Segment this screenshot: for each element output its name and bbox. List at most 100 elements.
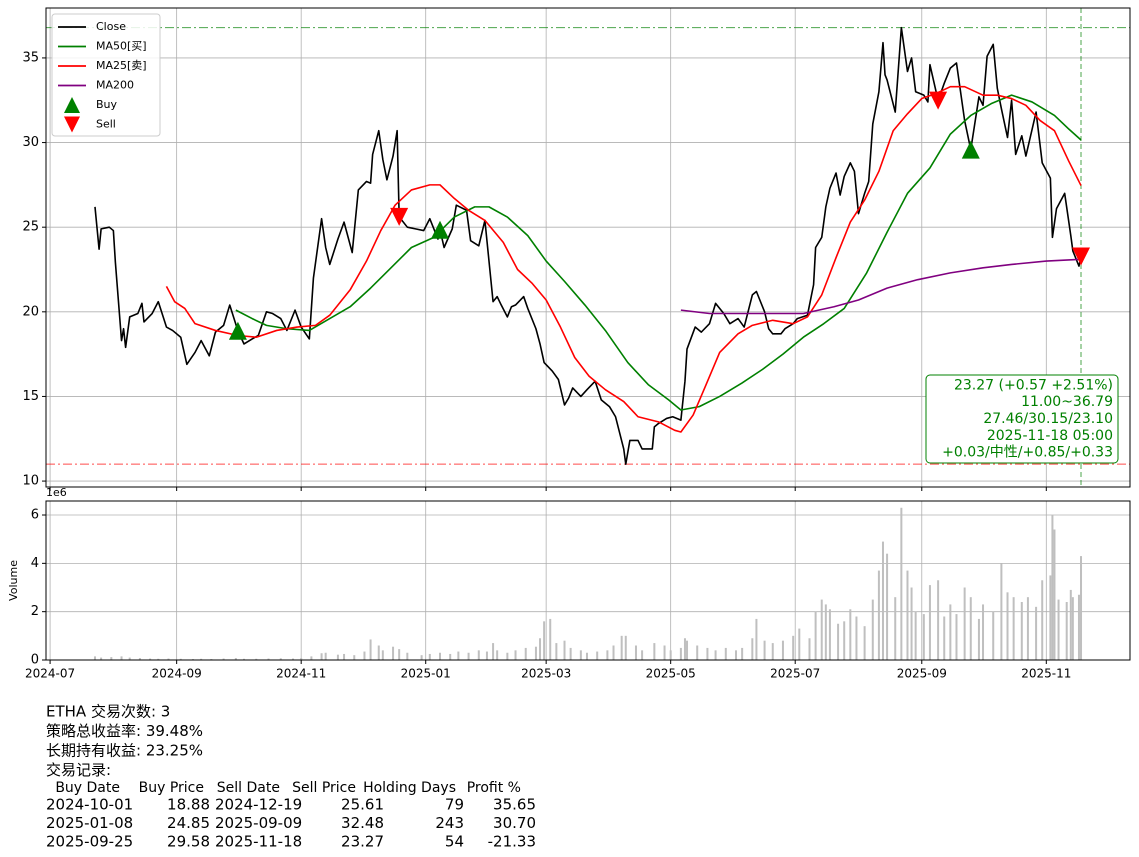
volume-bar [763,640,766,660]
volume-bar [300,658,303,660]
y-tick-label: 25 [22,220,39,235]
volume-bar [324,652,327,660]
volume-bar [363,651,366,660]
volume-bar [943,616,946,660]
y-tick-label: 35 [22,50,39,65]
volume-bar [771,643,774,660]
volume-bar [1057,599,1060,660]
y-tick-label: 2 [31,604,39,619]
volume-bar [369,639,372,660]
table-cell: 2025-01-08 [46,814,133,832]
annotation-text: +0.03/中性/+0.85/+0.33 [942,445,1113,461]
x-tick-label: 2025-05 [646,667,696,681]
volume-bar [255,658,258,660]
volume-bar [820,599,823,660]
volume-bar [100,657,103,660]
volume-bar [741,647,744,660]
volume-bar [1065,602,1068,660]
volume-bar [406,652,409,660]
volume-bar [1071,597,1074,660]
table-header: Sell Date [217,780,280,796]
volume-bar [449,653,452,660]
volume-bar [179,658,182,660]
table-header: Buy Date [55,780,120,796]
annotation-text: 11.00~36.79 [1021,394,1113,410]
volume-bar [467,652,470,660]
volume-bar [781,640,784,660]
table-cell: 35.65 [493,796,536,814]
volume-bar [910,587,913,660]
annotation-box [925,374,1119,464]
legend-label: MA25[卖] [96,59,147,72]
volume-bar [1041,580,1044,660]
volume-bar [234,658,237,660]
table-cell: 2024-12-19 [215,796,302,814]
summary-line: 交易记录: [46,761,111,779]
volume-bar [138,658,141,660]
volume-bar [714,650,717,660]
volume-bar [894,597,897,660]
volume-bar [477,650,480,660]
x-tick-label: 2024-09 [152,667,202,681]
table-cell: 79 [445,796,464,814]
table-cell: 23.27 [341,833,384,851]
volume-bar [496,650,499,660]
plot-area [46,501,1130,660]
volume-bar [428,653,431,660]
annotation-text: 27.46/30.15/23.10 [983,411,1113,427]
trade-marker [430,220,449,239]
volume-bar [279,658,282,660]
volume-bar [606,650,609,660]
y-tick-label: 4 [31,556,39,571]
volume-bar [751,638,754,660]
trade-marker [1072,247,1091,266]
volume-bar [506,652,509,660]
volume-bar [863,626,866,660]
volume-bar [624,635,627,660]
volume-bar [149,658,152,660]
volume-bar [653,643,656,660]
volume-bar [157,658,160,660]
y-tick-label: 6 [31,508,39,523]
table-header: Holding Days [363,780,456,796]
volume-bar [93,656,96,660]
volume-bar [1020,602,1023,660]
table-cell: 243 [435,814,464,832]
trade-marker [961,140,980,159]
volume-bar [798,628,801,660]
y-tick-label: 20 [22,304,39,319]
volume-bar [906,570,909,660]
volume-bar [922,614,925,660]
volume-bar [963,587,966,660]
volume-bar [828,609,831,660]
volume-bar [886,553,889,660]
volume-bar [814,611,817,660]
volume-bar [398,649,401,660]
legend-label: MA200 [96,79,134,92]
table-header: Buy Price [139,780,204,796]
volume-bar [669,650,672,660]
volume-bar [792,635,795,660]
legend-swatch [64,97,80,113]
volume-bar [755,618,758,660]
volume-bar [267,658,270,660]
volume-bar [1069,589,1072,660]
volume-bar [706,647,709,660]
table-cell: 29.58 [167,833,210,851]
volume-bar [849,609,852,660]
volume-bar [1051,515,1054,660]
volume-bar [310,656,313,660]
volume-bar [120,656,123,660]
x-tick-label: 2024-07 [25,667,75,681]
volume-bar [620,635,623,660]
table-cell: 32.48 [341,814,384,832]
volume-bar [1080,556,1083,660]
legend-label: Buy [96,98,118,111]
volume-bar [696,645,699,660]
y-tick-label: 0 [31,653,39,668]
annotation-text: 23.27 (+0.57 +2.51%) [954,377,1113,393]
volume-bar [1026,597,1029,660]
volume-bar [438,652,441,660]
table-cell: 54 [445,833,464,851]
volume-bar [735,650,738,660]
